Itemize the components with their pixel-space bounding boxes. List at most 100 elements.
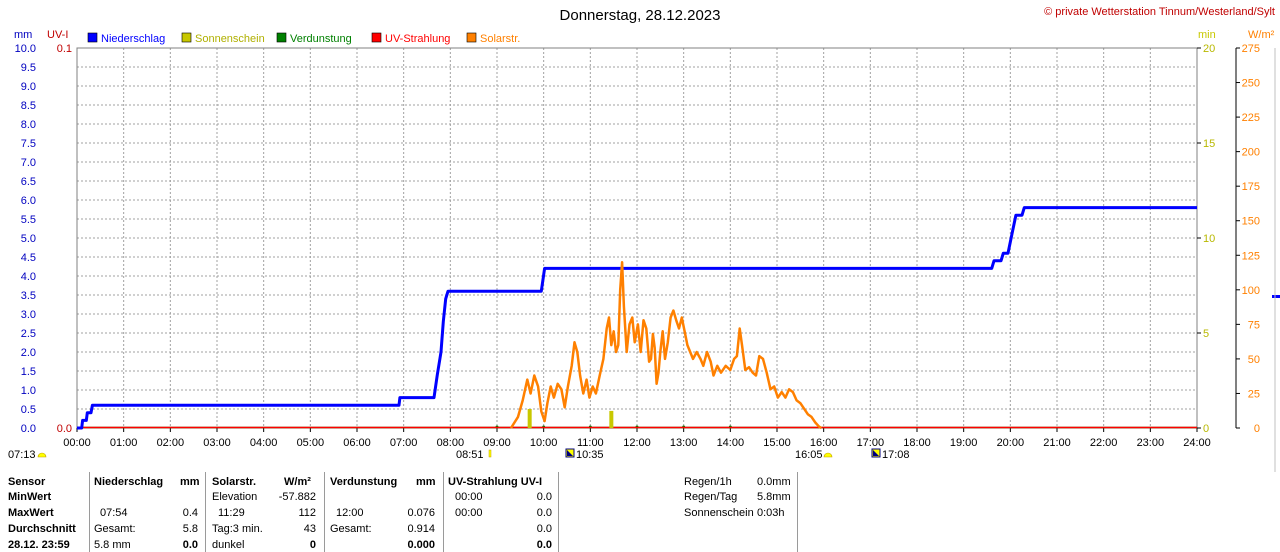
verdunstung-last-value: 0.000 (407, 539, 435, 551)
solar-dark-value: 0 (309, 539, 316, 551)
mm-tick-label: 2.5 (21, 328, 36, 340)
niederschlag-total-value: 5.8 (182, 523, 198, 535)
niederschlag-unit: mm (180, 476, 200, 488)
verdunstung-max-time: 12:00 (336, 507, 364, 519)
x-tick-label: 15:00 (763, 437, 791, 449)
uv-last-value: 0.0 (536, 539, 552, 551)
uv-tick-label: 0.0 (57, 423, 72, 435)
mm-tick-label: 4.0 (21, 271, 36, 283)
mm-tick-label: 6.0 (21, 195, 36, 207)
regentag-value: 5.8mm (757, 491, 791, 503)
mm-tick-label: 1.5 (21, 366, 36, 378)
legend-swatch (371, 32, 382, 43)
x-tick-label: 12:00 (623, 437, 651, 449)
stats-separator (324, 472, 325, 552)
legend-label: Verdunstung (290, 33, 352, 45)
copyright-text: © private Wetterstation Tinnum/Westerlan… (1044, 6, 1275, 18)
wm2-tick-label: 50 (1248, 354, 1260, 366)
weather-chart: Donnerstag, 28.12.2023 © private Wetters… (8, 6, 1280, 472)
sonnenschein-bar (609, 410, 614, 428)
axis-ticks: 00:00 01:00 02:00 03:00 04:00 05:00 06:00 07:00… (15, 43, 1260, 449)
wm2-tick-label: 250 (1242, 78, 1260, 90)
x-tick-label: 10:00 (530, 437, 558, 449)
niederschlag-last-mm: 5.8 mm (94, 539, 131, 551)
x-tick-label: 17:00 (857, 437, 885, 449)
min-tick-label: 10 (1203, 233, 1215, 245)
sun-up-icon (488, 449, 492, 458)
solar-max-value: 112 (298, 507, 316, 519)
moon-set-icon-shade (873, 450, 879, 456)
wm2-tick-label: 100 (1242, 285, 1260, 297)
mm-tick-label: 7.0 (21, 157, 36, 169)
legend-swatch (87, 32, 98, 43)
wm2-tick-label: 25 (1248, 388, 1260, 400)
x-tick-label: 22:00 (1090, 437, 1118, 449)
uv-min-value: 0.0 (536, 491, 552, 503)
x-tick-label: 03:00 (203, 437, 231, 449)
solar-max-time: 11:29 (218, 507, 245, 519)
x-tick-label: 07:00 (390, 437, 418, 449)
solar-unit: W/m² (284, 476, 311, 488)
axis-unit-uv: UV-I (47, 29, 68, 41)
uv-avg-value: 0.0 (536, 523, 552, 535)
scroll-marker[interactable] (1272, 295, 1280, 298)
stats-separator (558, 472, 559, 552)
wm2-tick-label: 0 (1254, 423, 1260, 435)
x-tick-label: 05:00 (297, 437, 325, 449)
sonnenschein-bar (527, 409, 532, 428)
x-tick-label: 11:00 (577, 437, 604, 449)
regentag-label: Regen/Tag (684, 491, 738, 503)
wm2-tick-label: 175 (1242, 181, 1260, 193)
x-tick-label: 21:00 (1043, 437, 1071, 449)
solar-elevation-label: Elevation (212, 491, 258, 503)
min-tick-label: 0 (1203, 423, 1209, 435)
mm-tick-label: 0.0 (21, 423, 36, 435)
solar-dark-label: dunkel (212, 539, 245, 551)
mm-tick-label: 5.0 (21, 233, 36, 245)
legend-label: Sonnenschein (195, 33, 265, 45)
wm2-tick-label: 200 (1242, 147, 1260, 159)
axis-unit-min: min (1198, 29, 1216, 41)
mm-tick-label: 9.5 (21, 62, 36, 74)
durchschnitt-label: Durchschnitt (8, 523, 76, 535)
x-tick-label: 00:00 (63, 437, 91, 449)
series-solarstrahlung-line (509, 260, 822, 430)
niederschlag-max-value: 0.4 (182, 507, 198, 519)
niederschlag-max-time: 07:54 (100, 507, 128, 519)
niederschlag-total-label: Gesamt: (94, 523, 136, 535)
x-tick-label: 18:00 (903, 437, 931, 449)
uv-max-time: 00:00 (455, 507, 483, 519)
wm2-tick-label: 150 (1242, 216, 1260, 228)
chart-grid (77, 48, 1197, 428)
min-tick-label: 20 (1203, 43, 1215, 55)
solar-tag-label: Tag:3 min. (212, 523, 263, 535)
mm-tick-label: 10.0 (15, 43, 36, 55)
stats-separator (89, 472, 90, 552)
x-tick-label: 04:00 (250, 437, 278, 449)
solar-header: Solarstr. (212, 476, 257, 488)
date-label: 28.12. 23:59 (8, 539, 70, 551)
wm2-tick-label: 125 (1242, 250, 1260, 262)
mm-tick-label: 5.5 (21, 214, 36, 226)
x-tick-label: 08:00 (437, 437, 465, 449)
x-tick-label: 16:00 (810, 437, 838, 449)
chart-legend: Niederschlag Sonnenschein Verdunstung UV-St… (87, 32, 520, 45)
x-tick-label: 24:00 (1183, 437, 1211, 449)
maxwert-label: MaxWert (8, 507, 54, 519)
stats-separator (205, 472, 206, 552)
verdunstung-total-value: 0.914 (407, 523, 435, 535)
x-tick-label: 20:00 (997, 437, 1025, 449)
mm-tick-label: 0.5 (21, 404, 36, 416)
stats-separator (797, 472, 798, 552)
stats-separator (443, 472, 444, 552)
verdunstung-max-value: 0.076 (407, 507, 435, 519)
x-tick-label: 02:00 (157, 437, 185, 449)
mm-tick-label: 9.0 (21, 81, 36, 93)
mm-tick-label: 3.5 (21, 290, 36, 302)
wm2-tick-label: 275 (1242, 43, 1260, 55)
verdunstung-header: Verdunstung (330, 476, 398, 488)
uv-tick-label: 0.1 (57, 43, 72, 55)
mm-tick-label: 8.0 (21, 119, 36, 131)
legend-swatch (466, 32, 477, 43)
uv-max-value: 0.0 (536, 507, 552, 519)
